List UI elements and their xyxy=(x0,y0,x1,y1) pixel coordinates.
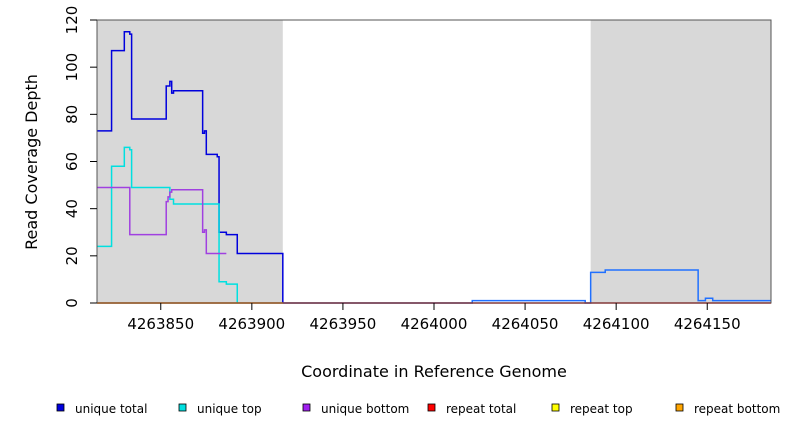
shaded-regions xyxy=(97,20,771,303)
legend-item-unique-top: unique top xyxy=(178,402,262,416)
x-axis: 4263850 4263900 4263950 4264000 4264050 42641… xyxy=(127,303,741,333)
y-tick-label: 20 xyxy=(63,246,81,265)
legend-item-repeat-total: repeat total xyxy=(427,402,516,416)
x-tick-label: 4263850 xyxy=(127,315,194,333)
legend-item-unique-bottom: unique bottom xyxy=(302,402,409,416)
y-tick-label: 120 xyxy=(63,6,81,35)
shaded-region-2 xyxy=(590,20,771,303)
legend-label: repeat bottom xyxy=(694,402,780,416)
legend-item-repeat-bottom: repeat bottom xyxy=(675,402,780,416)
legend-swatch xyxy=(427,403,436,412)
legend: unique total unique top unique bottom repea… xyxy=(56,402,780,416)
legend-label: unique bottom xyxy=(321,402,409,416)
y-axis: 0 20 40 60 80 100 120 xyxy=(63,6,97,308)
series-unique-total xyxy=(97,31,284,303)
x-tick-label: 4264050 xyxy=(492,315,559,333)
legend-label: unique total xyxy=(75,402,147,416)
x-axis-label: Coordinate in Reference Genome xyxy=(301,362,567,381)
legend-swatch xyxy=(675,403,684,412)
series-unique-bottom xyxy=(97,186,227,255)
legend-label: repeat total xyxy=(446,402,516,416)
legend-item-repeat-top: repeat top xyxy=(551,402,633,416)
y-tick-label: 40 xyxy=(63,199,81,218)
x-tick-label: 4264100 xyxy=(583,315,650,333)
series-unique-total-right-window xyxy=(282,269,771,304)
legend-label: repeat top xyxy=(570,402,633,416)
y-tick-label: 100 xyxy=(63,53,81,82)
x-tick-label: 4263950 xyxy=(310,315,377,333)
y-axis-label: Read Coverage Depth xyxy=(22,74,41,250)
y-tick-label: 80 xyxy=(63,105,81,124)
shaded-region-1 xyxy=(97,20,283,303)
series-unique-top xyxy=(97,146,239,303)
legend-item-unique-total: unique total xyxy=(56,402,147,416)
legend-swatch xyxy=(551,403,560,412)
x-tick-label: 4263900 xyxy=(218,315,285,333)
legend-swatch xyxy=(56,403,65,412)
legend-label: unique top xyxy=(197,402,262,416)
x-tick-label: 4264000 xyxy=(401,315,468,333)
legend-swatch xyxy=(302,403,311,412)
y-tick-label: 60 xyxy=(63,152,81,171)
legend-swatch xyxy=(178,403,187,412)
x-tick-label: 4264150 xyxy=(674,315,741,333)
y-tick-label: 0 xyxy=(63,298,81,308)
